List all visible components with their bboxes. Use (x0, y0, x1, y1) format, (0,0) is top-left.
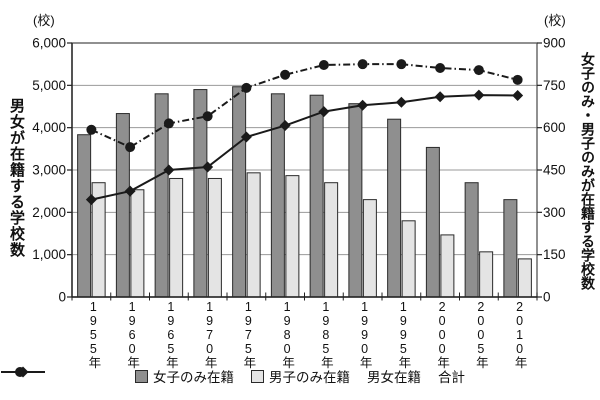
x-axis-label: 1955年 (86, 300, 101, 369)
left-axis-unit-label: (校) (33, 13, 55, 28)
left-axis-title: 男女が在籍する学校数 (8, 98, 25, 258)
right-axis-tick-label: 150 (543, 247, 566, 262)
left-axis-tick-label: 5,000 (32, 78, 66, 93)
left-axis-tick-label: 0 (58, 290, 66, 305)
legend-item-coed: 男女在籍 (1, 366, 421, 386)
x-axis-label: 1960年 (125, 300, 140, 369)
right-axis-tick-label: 750 (543, 78, 566, 93)
left-axis-tick-label: 4,000 (32, 120, 66, 135)
legend-label-total: 合計 (438, 370, 465, 385)
x-axis-label: 1980年 (280, 300, 295, 369)
right-axis-title: 女子のみ・男子のみが在籍する学校数 (580, 52, 596, 290)
right-axis-tick-label: 600 (543, 120, 566, 135)
x-axis-label: 1995年 (396, 300, 411, 369)
x-axis-label: 1985年 (318, 300, 333, 369)
left-axis-tick-label: 2,000 (32, 205, 66, 220)
legend-item-boys-only: 男子のみ在籍 (251, 366, 350, 386)
right-axis-tick-label: 300 (543, 205, 566, 220)
x-axis-label: 1990年 (357, 300, 372, 369)
girls-only-bar-swatch-icon (135, 369, 148, 383)
chart-legend: 女子のみ在籍 男子のみ在籍 男女在籍 合計 (0, 365, 600, 387)
left-axis-tick-label: 3,000 (32, 163, 66, 178)
left-axis-tick-label: 1,000 (32, 247, 66, 262)
x-axis-label: 1970年 (202, 300, 217, 369)
x-axis-label: 2010年 (512, 300, 527, 369)
x-axis-label: 2005年 (473, 300, 488, 369)
right-axis-tick-label: 900 (543, 36, 566, 51)
legend-item-girls-only: 女子のみ在籍 (135, 366, 234, 386)
x-axis-label: 2000年 (435, 300, 450, 369)
right-axis-tick-label: 0 (543, 290, 551, 305)
legend-label-boys-only: 男子のみ在籍 (269, 370, 350, 385)
right-axis-tick-label: 450 (543, 163, 566, 178)
x-axis-label: 1965年 (163, 300, 178, 369)
legend-item-total: 合計 (1, 366, 465, 386)
legend-label-girls-only: 女子のみ在籍 (153, 370, 234, 385)
right-axis-unit-label: (校) (544, 13, 566, 28)
legend-label-coed: 男女在籍 (367, 370, 421, 385)
left-axis-tick-label: 6,000 (32, 36, 66, 51)
boys-only-bar-swatch-icon (251, 369, 264, 383)
x-axis-label: 1975年 (241, 300, 256, 369)
dashdot-line-circle-marker-icon (1, 367, 39, 377)
